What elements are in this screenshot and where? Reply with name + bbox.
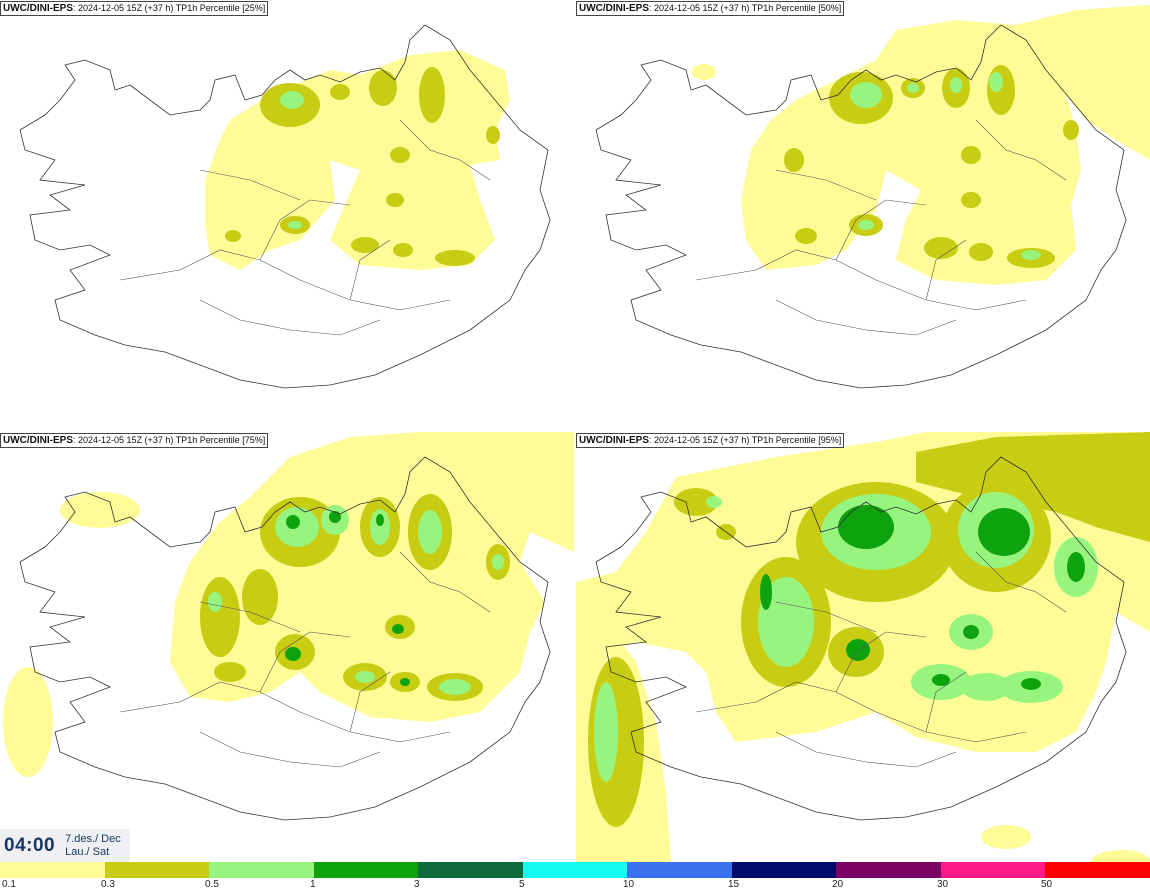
- legend-swatch: [836, 862, 941, 878]
- field-label: TP1h Percentile: [751, 435, 816, 445]
- legend-swatch: [418, 862, 523, 878]
- legend-tick-label: 0.5: [205, 879, 219, 890]
- precip-map-p50: [595, 5, 1150, 389]
- map-panel-p25: UWC/DINI-EPS: 2024-12-05 15Z (+37 h) TP1…: [0, 0, 574, 430]
- field-label: TP1h Percentile: [175, 435, 240, 445]
- precip-map-p95: [576, 432, 1150, 862]
- inland-lines: [119, 119, 491, 336]
- legend-labels: 0.1 0.3 0.5 1 3 5 10 15 20 30 50: [0, 878, 1150, 891]
- map-panel-p50: UWC/DINI-EPS: 2024-12-05 15Z (+37 h) TP1…: [576, 0, 1150, 430]
- field-label: TP1h Percentile: [175, 3, 240, 13]
- precip-map-p25: [19, 24, 551, 389]
- source-label: UWC/DINI-EPS: [3, 435, 73, 446]
- coastline: [19, 24, 551, 389]
- source-label: UWC/DINI-EPS: [579, 3, 649, 14]
- legend-tick-label: 1: [310, 879, 316, 890]
- run-label: 2024-12-05 15Z (+37 h): [654, 435, 750, 445]
- legend-swatch: [627, 862, 732, 878]
- legend-tick-label: 30: [937, 879, 949, 890]
- valid-time-box: 04:00 7.des./ Dec Lau./ Sat: [0, 829, 130, 862]
- legend-tick-label: 5: [519, 879, 525, 890]
- panel-divider: [574, 0, 576, 862]
- legend-tick-label: 3: [414, 879, 420, 890]
- precip-field: [692, 5, 1150, 285]
- legend-swatch: [522, 862, 628, 878]
- valid-date-line2: Lau./ Sat: [65, 845, 110, 858]
- legend-tick-label: 20: [832, 879, 844, 890]
- legend-swatch: [104, 862, 210, 878]
- run-label: 2024-12-05 15Z (+37 h): [654, 3, 750, 13]
- panel-title-p25: UWC/DINI-EPS: 2024-12-05 15Z (+37 h) TP1…: [0, 1, 269, 16]
- percentile-label: [25%]: [242, 3, 266, 13]
- map-panel-p75: UWC/DINI-EPS: 2024-12-05 15Z (+37 h) TP1…: [0, 432, 574, 862]
- panel-title-p95: UWC/DINI-EPS: 2024-12-05 15Z (+37 h) TP1…: [576, 433, 845, 448]
- inland-lines: [695, 119, 1067, 336]
- legend-tick-label: 15: [728, 879, 740, 890]
- precip-map-p75: [3, 432, 574, 821]
- color-legend: 0.1 0.3 0.5 1 3 5 10 15 20 30 50: [0, 862, 1150, 891]
- legend-swatch: [731, 862, 837, 878]
- inland-lines: [695, 551, 1067, 768]
- percentile-label: [50%]: [818, 3, 842, 13]
- legend-tick-label: 0.3: [101, 879, 115, 890]
- coastline: [595, 24, 1127, 389]
- run-label: 2024-12-05 15Z (+37 h): [78, 3, 174, 13]
- source-label: UWC/DINI-EPS: [579, 435, 649, 446]
- legend-swatch: [0, 862, 105, 878]
- panel-title-p75: UWC/DINI-EPS: 2024-12-05 15Z (+37 h) TP1…: [0, 433, 269, 448]
- source-label: UWC/DINI-EPS: [3, 3, 73, 14]
- legend-tick-label: 10: [623, 879, 635, 890]
- legend-swatch: [940, 862, 1046, 878]
- coastline: [19, 456, 551, 821]
- legend-tick-label: 50: [1041, 879, 1053, 890]
- legend-swatch: [209, 862, 314, 878]
- precip-field: [205, 50, 510, 270]
- precip-field: [3, 432, 574, 777]
- percentile-label: [95%]: [818, 435, 842, 445]
- coastline: [595, 456, 1127, 821]
- panel-title-p50: UWC/DINI-EPS: 2024-12-05 15Z (+37 h) TP1…: [576, 1, 845, 16]
- inland-lines: [119, 551, 491, 768]
- run-label: 2024-12-05 15Z (+37 h): [78, 435, 174, 445]
- valid-date-line1: 7.des./ Dec: [65, 832, 121, 845]
- legend-tick-label: 0.1: [2, 879, 16, 890]
- percentile-label: [75%]: [242, 435, 266, 445]
- field-label: TP1h Percentile: [751, 3, 816, 13]
- legend-swatch: [313, 862, 419, 878]
- legend-color-bar: [0, 862, 1150, 878]
- precip-field: [576, 432, 1150, 862]
- legend-swatch: [1045, 862, 1150, 878]
- valid-time-date: 7.des./ Dec Lau./ Sat: [65, 833, 121, 859]
- map-panel-p95: UWC/DINI-EPS: 2024-12-05 15Z (+37 h) TP1…: [576, 432, 1150, 862]
- valid-time-hour: 04:00: [4, 834, 56, 856]
